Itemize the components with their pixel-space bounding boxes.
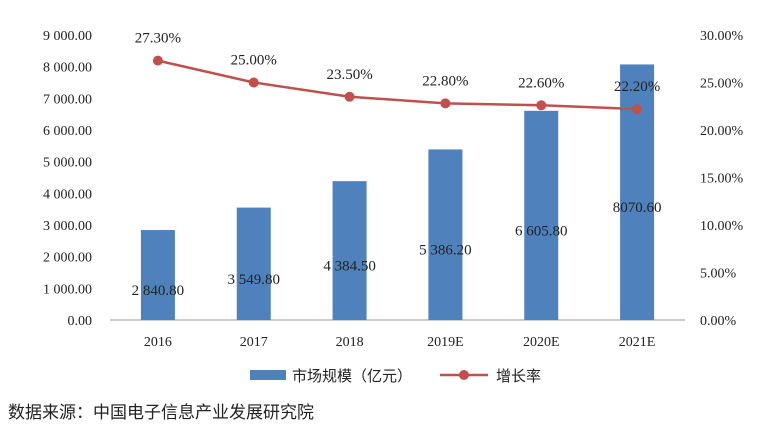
y-right-tick-label: 0.00% (700, 314, 737, 329)
y-right-tick-label: 15.00% (700, 172, 744, 187)
y-left-tick-label: 8 000.00 (43, 61, 92, 76)
bar-data-label: 5 386.20 (419, 243, 472, 259)
growth-rate-point (536, 100, 547, 111)
combo-chart: 0.00 1 000.00 2 000.00 3 000.00 4 000.00 5 00… (43, 29, 744, 385)
y-right-tick-label: 30.00% (700, 29, 744, 44)
bar (236, 207, 271, 320)
legend-line-marker (459, 370, 469, 380)
bar-data-label: 3 549.80 (228, 272, 281, 288)
line-data-label: 25.00% (231, 53, 277, 69)
x-tick-label: 2019E (427, 335, 464, 350)
x-tick-label: 2016 (144, 335, 172, 350)
line-data-label: 22.60% (518, 75, 564, 91)
growth-rate-point (152, 55, 163, 66)
bar (140, 230, 175, 320)
y-right-tick-label: 5.00% (700, 267, 737, 282)
bar (428, 149, 463, 320)
legend-bar-swatch (250, 370, 286, 380)
x-tick-label: 2017 (240, 335, 268, 350)
growth-rate-point (632, 104, 643, 115)
y-left-tick-label: 1 000.00 (43, 282, 92, 297)
line-data-label: 27.30% (135, 31, 181, 47)
x-tick-label: 2018 (336, 335, 364, 350)
bar (524, 110, 559, 320)
growth-rate-point (248, 77, 259, 88)
bar (620, 64, 655, 320)
y-left-tick-label: 7 000.00 (43, 92, 92, 107)
y-right-tick-label: 20.00% (700, 124, 744, 139)
y-left-tick-label: 4 000.00 (43, 187, 92, 202)
line-data-label: 23.50% (326, 67, 372, 83)
y-left-tick-label: 3 000.00 (43, 219, 92, 234)
y-left-tick-label: 5 000.00 (43, 156, 92, 171)
x-tick-label: 2021E (619, 335, 656, 350)
legend-line-label: 增长率 (496, 368, 541, 385)
bar (332, 181, 367, 320)
growth-rate-point (344, 91, 355, 102)
line-data-label: 22.80% (422, 73, 468, 89)
y-right-tick-label: 25.00% (700, 77, 744, 92)
legend-bar-label: 市场规模（亿元） (292, 368, 412, 385)
x-tick-label: 2020E (523, 335, 560, 350)
bar-data-label: 4 384.50 (323, 259, 376, 275)
source-note: 数据来源：中国电子信息产业发展研究院 (8, 403, 314, 423)
bar-data-label: 2 840.80 (132, 283, 185, 299)
bar-data-label: 6 605.80 (515, 223, 568, 239)
line-data-label: 22.20% (614, 79, 660, 95)
y-left-tick-label: 2 000.00 (43, 251, 92, 266)
bar-data-label: 8070.60 (613, 200, 662, 216)
y-left-tick-label: 6 000.00 (43, 124, 92, 139)
growth-rate-point (440, 98, 451, 109)
y-left-tick-label: 0.00 (68, 314, 93, 329)
y-left-tick-label: 9 000.00 (43, 29, 92, 44)
y-right-tick-label: 10.00% (700, 219, 744, 234)
growth-rate-line (157, 59, 638, 111)
